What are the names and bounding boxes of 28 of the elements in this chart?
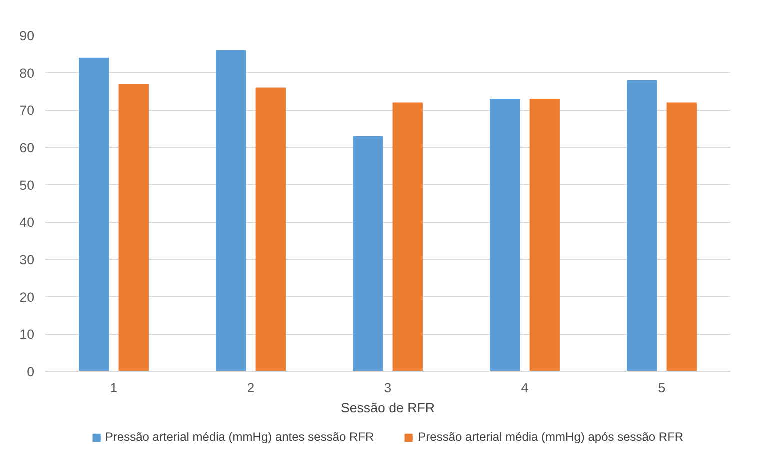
y-tick-label: 60 — [20, 140, 35, 156]
bar — [627, 80, 658, 372]
bar — [353, 136, 384, 372]
bar — [79, 58, 110, 372]
y-tick-label: 10 — [20, 327, 35, 342]
y-tick-label: 0 — [27, 364, 35, 380]
x-tick-label: 3 — [384, 380, 392, 396]
y-tick-label: 20 — [20, 290, 35, 305]
legend-label: Pressão arterial média (mmHg) antes sessão RFR — [105, 430, 374, 444]
legend-label: Pressão arterial média (mmHg) após sessão RFR — [418, 430, 684, 444]
bar — [666, 102, 697, 372]
x-tick-label: 5 — [658, 380, 666, 396]
bar — [216, 50, 246, 372]
y-tick-label: 70 — [20, 103, 35, 118]
y-tick-label: 40 — [20, 215, 35, 230]
bar — [490, 98, 520, 372]
bar — [530, 98, 560, 372]
x-axis-title: Sessão de RFR — [340, 400, 436, 416]
x-tick-label: 2 — [247, 380, 255, 396]
x-tick-label: 1 — [110, 380, 118, 396]
x-tick-label: 4 — [521, 380, 530, 396]
bar — [118, 84, 149, 372]
y-tick-label: 80 — [20, 66, 35, 81]
bar — [256, 88, 286, 372]
y-tick-label: 30 — [20, 252, 35, 268]
y-tick-label: 90 — [20, 28, 35, 44]
y-tick-label: 50 — [20, 178, 35, 193]
bar — [392, 102, 423, 372]
